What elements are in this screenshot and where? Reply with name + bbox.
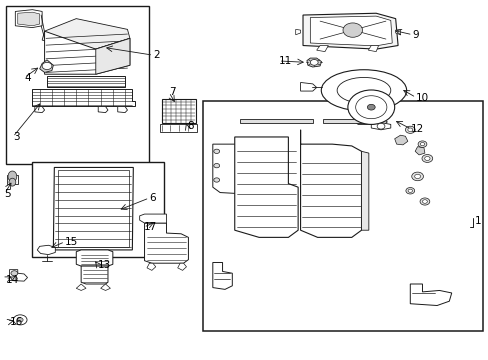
Text: 9: 9 <box>412 30 419 40</box>
Polygon shape <box>96 39 130 74</box>
Polygon shape <box>409 284 451 306</box>
Polygon shape <box>40 60 53 72</box>
Polygon shape <box>300 82 316 91</box>
Polygon shape <box>42 19 130 49</box>
Bar <box>322 119 363 123</box>
Circle shape <box>17 318 23 322</box>
Polygon shape <box>144 223 188 263</box>
Ellipse shape <box>9 178 16 186</box>
Text: 4: 4 <box>24 73 31 83</box>
Polygon shape <box>394 135 407 145</box>
Polygon shape <box>140 214 166 223</box>
Circle shape <box>407 189 412 192</box>
Bar <box>5 6 149 164</box>
Text: 8: 8 <box>186 121 193 131</box>
Polygon shape <box>47 76 125 87</box>
Circle shape <box>213 163 219 168</box>
Polygon shape <box>295 30 300 35</box>
Polygon shape <box>306 58 321 67</box>
Polygon shape <box>160 124 197 132</box>
Circle shape <box>405 126 414 134</box>
Circle shape <box>421 154 432 162</box>
Text: 14: 14 <box>5 275 19 285</box>
Polygon shape <box>316 45 328 51</box>
Ellipse shape <box>321 70 406 111</box>
Polygon shape <box>367 45 378 51</box>
Text: 5: 5 <box>4 189 11 199</box>
Polygon shape <box>81 266 108 284</box>
Ellipse shape <box>336 77 390 103</box>
Circle shape <box>419 143 424 146</box>
Circle shape <box>407 128 412 132</box>
Polygon shape <box>101 284 110 291</box>
Polygon shape <box>147 263 156 270</box>
Circle shape <box>355 96 386 119</box>
Bar <box>239 119 312 123</box>
Bar <box>32 162 163 257</box>
Bar <box>58 170 129 247</box>
Polygon shape <box>395 30 400 35</box>
Text: 7: 7 <box>168 87 175 97</box>
Circle shape <box>366 104 374 110</box>
Text: 16: 16 <box>9 317 22 327</box>
Circle shape <box>411 172 423 181</box>
Circle shape <box>11 276 17 281</box>
Polygon shape <box>177 263 186 270</box>
Circle shape <box>422 200 427 203</box>
Circle shape <box>414 174 420 179</box>
Text: 11: 11 <box>278 56 291 66</box>
Circle shape <box>405 188 414 194</box>
Circle shape <box>419 198 429 205</box>
Polygon shape <box>9 270 27 281</box>
Polygon shape <box>212 144 244 194</box>
Text: 2: 2 <box>153 50 160 60</box>
Circle shape <box>417 141 426 147</box>
Polygon shape <box>212 262 232 289</box>
Polygon shape <box>37 245 55 255</box>
Polygon shape <box>7 175 18 184</box>
Circle shape <box>347 90 394 125</box>
Polygon shape <box>32 89 135 107</box>
Circle shape <box>213 149 219 153</box>
Text: 6: 6 <box>149 193 156 203</box>
Polygon shape <box>76 250 113 266</box>
Circle shape <box>342 23 362 37</box>
Text: 12: 12 <box>410 124 424 134</box>
Polygon shape <box>310 16 391 46</box>
Circle shape <box>424 157 429 161</box>
Polygon shape <box>303 13 397 49</box>
Bar <box>203 101 483 330</box>
Polygon shape <box>354 120 386 125</box>
Circle shape <box>213 178 219 182</box>
Circle shape <box>13 315 27 325</box>
Circle shape <box>310 59 318 65</box>
Circle shape <box>11 271 18 276</box>
Ellipse shape <box>8 171 17 182</box>
Text: 13: 13 <box>98 260 111 270</box>
Text: 15: 15 <box>65 237 78 247</box>
Bar <box>161 99 195 123</box>
Text: 10: 10 <box>415 93 428 103</box>
Polygon shape <box>300 130 361 237</box>
Text: 17: 17 <box>143 222 157 232</box>
Polygon shape <box>15 10 42 28</box>
Polygon shape <box>118 107 127 113</box>
Polygon shape <box>76 284 86 291</box>
Circle shape <box>376 123 384 129</box>
Circle shape <box>42 62 52 69</box>
Polygon shape <box>53 167 133 250</box>
Polygon shape <box>370 123 390 130</box>
Text: 3: 3 <box>13 132 20 142</box>
Polygon shape <box>35 107 44 113</box>
Polygon shape <box>44 31 130 74</box>
Polygon shape <box>361 151 368 230</box>
Polygon shape <box>98 107 108 113</box>
Polygon shape <box>234 137 298 237</box>
Polygon shape <box>18 12 40 26</box>
Text: 1: 1 <box>474 216 480 226</box>
Polygon shape <box>414 147 424 155</box>
